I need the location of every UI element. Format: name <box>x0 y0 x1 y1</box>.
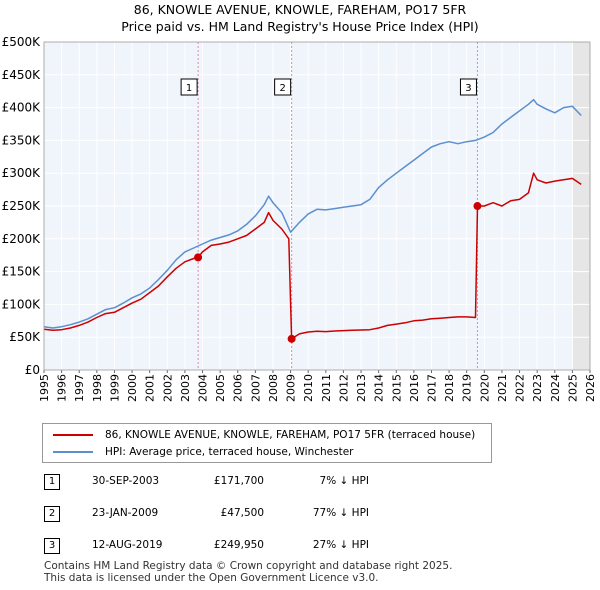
price-chart: £0 £50K £100K £150K £200K £250K £300K £350K £400… <box>2 35 597 402</box>
x-tick-label: 1997 <box>73 374 86 402</box>
sale-date: 12-AUG-2019 <box>92 539 163 551</box>
x-tick-label: 2010 <box>302 374 315 402</box>
x-tick-label: 2011 <box>320 374 333 402</box>
y-tick-label: £200K <box>2 232 42 246</box>
footer-license: This data is licensed under the Open Gov… <box>44 572 379 584</box>
y-tick-label: £250K <box>2 199 42 213</box>
x-tick-label: 2005 <box>214 374 227 402</box>
sale-number-label: 3 <box>465 83 471 94</box>
hpi-series-line <box>43 98 582 329</box>
chart-subtitle: Price paid vs. HM Land Registry's House … <box>121 19 479 34</box>
chart-title-line1: 86, KNOWLE AVENUE, KNOWLE, FAREHAM, PO17… <box>133 2 467 17</box>
x-tick-label: 2009 <box>285 374 298 402</box>
plot-frame <box>43 41 591 371</box>
x-tick-label: 2006 <box>232 374 245 402</box>
sale-number-badge: 3 <box>44 538 60 554</box>
sale-hpi-diff: 77% ↓ HPI <box>312 507 369 519</box>
x-tick-label: 2026 <box>584 374 597 402</box>
sale-number-label: 1 <box>186 83 192 94</box>
x-tick-label: 1998 <box>91 374 104 402</box>
y-tick-label: £500K <box>2 35 42 49</box>
sale-number-badge: 1 <box>44 474 60 490</box>
legend-swatch-hpi <box>53 451 93 453</box>
x-tick-label: 2021 <box>496 374 509 402</box>
sale-number-box <box>180 78 198 96</box>
x-tick-label: 2001 <box>144 374 157 402</box>
x-tick-label: 1996 <box>56 374 69 402</box>
x-tick-label: 1999 <box>108 374 121 402</box>
y-tick-label: £100K <box>2 297 42 311</box>
sale-price: £171,700 <box>213 475 264 487</box>
sale-hpi-diff: 7% ↓ HPI <box>319 475 369 487</box>
x-tick-label: 2016 <box>408 374 421 402</box>
legend-item-property: 86, KNOWLE AVENUE, KNOWLE, FAREHAM, PO17… <box>43 427 475 443</box>
sale-date: 30-SEP-2003 <box>92 475 160 487</box>
x-tick-label: 2019 <box>461 374 474 402</box>
y-tick-label: £150K <box>2 265 42 279</box>
x-tick-label: 2015 <box>390 374 403 402</box>
sale-number-badge: 2 <box>44 506 60 522</box>
y-tick-label: £350K <box>2 133 42 147</box>
legend-item-hpi: HPI: Average price, terraced house, Winc… <box>43 444 353 460</box>
legend-label-hpi: HPI: Average price, terraced house, Winc… <box>105 446 354 458</box>
x-tick-label: 2007 <box>249 374 262 402</box>
x-tick-label: 2017 <box>425 374 438 402</box>
sale-price: £47,500 <box>220 507 264 519</box>
x-tick-label: 2018 <box>443 374 456 402</box>
x-tick-label: 2014 <box>373 374 386 402</box>
sale-number-box <box>459 78 477 96</box>
footer: Contains HM Land Registry data © Crown c… <box>44 560 452 584</box>
sale-hpi-diff: 27% ↓ HPI <box>312 539 369 551</box>
y-tick-label: £300K <box>2 166 42 180</box>
sale-point <box>473 202 482 211</box>
x-tick-label: 2003 <box>179 374 192 402</box>
legend-swatch-property <box>53 434 93 436</box>
sale-point <box>194 253 203 262</box>
sale-point <box>287 334 296 343</box>
x-tick-label: 2002 <box>161 374 174 402</box>
x-tick-label: 2000 <box>126 374 139 402</box>
x-tick-label: 1995 <box>38 374 51 402</box>
sale-date: 23-JAN-2009 <box>92 507 159 519</box>
sale-number-box <box>274 78 292 96</box>
y-tick-label: £400K <box>2 101 42 115</box>
y-tick-label: £50K <box>9 330 41 344</box>
legend-label-property: 86, KNOWLE AVENUE, KNOWLE, FAREHAM, PO17… <box>105 429 476 441</box>
x-tick-label: 2022 <box>514 374 527 402</box>
y-tick-label: £0 <box>25 363 40 377</box>
sale-price: £249,950 <box>213 539 264 551</box>
x-tick-label: 2004 <box>197 374 210 402</box>
y-tick-label: £450K <box>2 68 42 82</box>
x-tick-label: 2013 <box>355 374 368 402</box>
x-tick-label: 2012 <box>337 374 350 402</box>
footer-copyright: Contains HM Land Registry data © Crown c… <box>44 560 453 572</box>
x-tick-label: 2025 <box>566 374 579 402</box>
sale-number-label: 2 <box>279 83 285 94</box>
x-tick-label: 2020 <box>478 374 491 402</box>
x-tick-label: 2024 <box>549 374 562 402</box>
x-tick-label: 2008 <box>267 374 280 402</box>
chart-legend: 86, KNOWLE AVENUE, KNOWLE, FAREHAM, PO17… <box>42 423 492 463</box>
x-tick-label: 2023 <box>531 374 544 402</box>
price-paid-series-line <box>43 172 582 340</box>
